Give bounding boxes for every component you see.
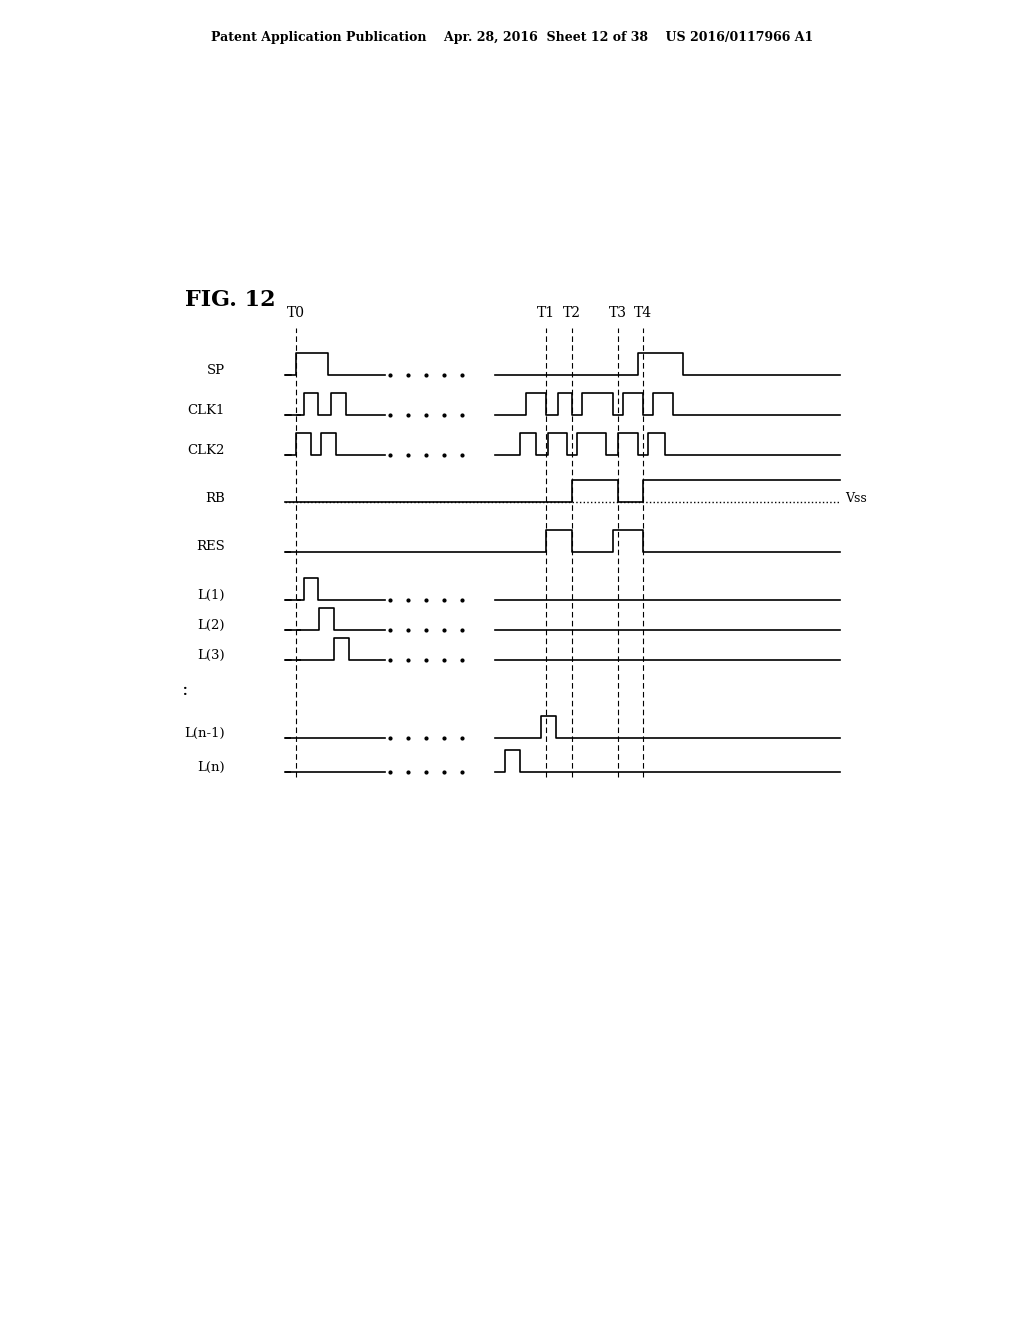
Text: Vss: Vss: [845, 492, 866, 506]
Text: FIG. 12: FIG. 12: [185, 289, 275, 312]
Text: CLK1: CLK1: [187, 404, 225, 417]
Text: RB: RB: [205, 492, 225, 506]
Text: T0: T0: [287, 306, 305, 319]
Text: CLK2: CLK2: [187, 444, 225, 457]
Text: :: :: [181, 681, 188, 700]
Text: T1: T1: [537, 306, 555, 319]
Text: RES: RES: [197, 540, 225, 553]
Text: T4: T4: [634, 306, 652, 319]
Text: Patent Application Publication    Apr. 28, 2016  Sheet 12 of 38    US 2016/01179: Patent Application Publication Apr. 28, …: [211, 32, 813, 45]
Text: L(2): L(2): [198, 619, 225, 631]
Text: SP: SP: [207, 363, 225, 376]
Text: L(1): L(1): [198, 589, 225, 602]
Text: T2: T2: [563, 306, 581, 319]
Text: L(n-1): L(n-1): [184, 726, 225, 739]
Text: L(n): L(n): [198, 760, 225, 774]
Text: T3: T3: [609, 306, 627, 319]
Text: L(3): L(3): [198, 648, 225, 661]
